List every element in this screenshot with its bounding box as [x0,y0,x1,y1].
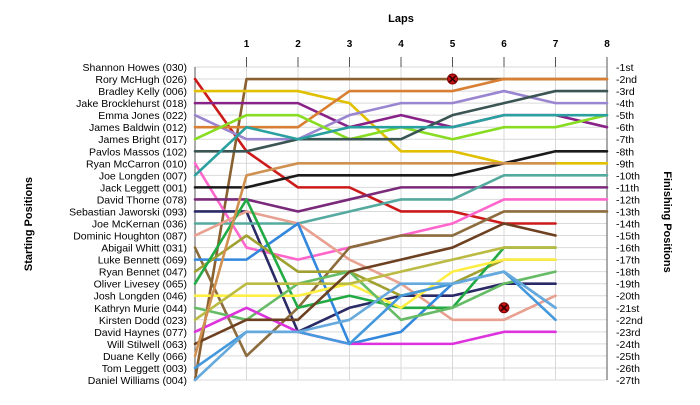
y-axis-left-label: Starting Positions [23,177,35,271]
starting-driver-label: Ryan Bennet (047) [99,267,187,279]
y-axis-right-label: Finishing Positions [661,171,673,272]
starting-driver-label: Will Stilwell (063) [107,339,187,351]
finishing-position-label: -23rd [616,327,641,339]
starting-driver-label: Sebastian Jaworski (093) [69,206,187,218]
driver-series-line [193,270,557,322]
finishing-position-label: -4th [616,98,634,110]
finishing-position-label: -26th [616,363,640,375]
driver-series-line [193,89,609,141]
lap-tick-label: 7 [553,39,559,50]
finishing-position-label: -10th [616,170,640,182]
starting-driver-label: Joe McKernan (036) [92,219,187,231]
starting-driver-label: Jake Brocklehurst (018) [76,98,187,110]
starting-driver-label: David Haynes (077) [94,327,187,339]
finishing-position-label: -3rd [616,86,635,98]
chart-title: Laps [388,13,414,25]
finishing-position-label: -5th [616,110,634,122]
finishing-position-label: -9th [616,158,634,170]
finishing-position-label: -16th [616,243,640,255]
starting-driver-label: James Baldwin (012) [89,122,187,134]
starting-driver-label: Josh Longden (046) [94,291,187,303]
finishing-position-label: -24th [616,339,640,351]
finishing-position-label: -17th [616,255,640,267]
finishing-position-label: -2nd [616,74,637,86]
finishing-position-label: -21st [616,303,639,315]
driver-series-line [193,246,557,322]
starting-driver-label: James Bright (017) [98,134,187,146]
starting-driver-label: Bradley Kelly (006) [98,86,187,98]
retirement-markers [447,73,510,314]
finishing-position-label: -19th [616,279,640,291]
finishing-position-labels: -1st-2nd-3rd-4th-5th-6th-7th-8th-9th-10t… [616,62,643,387]
starting-driver-label: Daniel Williams (004) [88,375,187,387]
finishing-position-label: -22nd [616,315,643,327]
lap-tick-label: 4 [398,39,404,50]
finishing-position-label: -14th [616,219,640,231]
series-lines [193,77,609,382]
driver-series-line [193,174,609,225]
starting-driver-label: Jack Leggett (001) [100,182,187,194]
starting-driver-label: Dominic Houghton (087) [73,231,187,243]
starting-driver-label: Rory McHugh (026) [95,74,187,86]
lap-tick-label: 8 [604,39,610,50]
driver-series-line [193,77,557,225]
starting-driver-label: Kirsten Dodd (023) [99,315,187,327]
finishing-position-label: -6th [616,122,634,134]
driver-series-line [193,234,557,298]
driver-series-line [193,77,609,129]
starting-driver-label: Ryan McCarron (010) [86,158,187,170]
starting-driver-label: Luke Bennett (069) [98,255,187,267]
driver-series-line [193,222,557,346]
finishing-position-label: -25th [616,351,640,363]
retirement-x-marker [447,73,458,85]
finishing-position-label: -7th [616,134,634,146]
starting-driver-label: Joe Longden (007) [99,170,187,182]
finishing-position-label: -20th [616,291,640,303]
finishing-position-label: -11th [616,182,639,194]
finishing-position-label: -27th [616,375,640,387]
starting-driver-label: Tom Leggett (003) [102,363,187,375]
starting-driver-label: Emma Jones (022) [98,110,187,122]
starting-driver-label: David Thorne (078) [97,194,187,206]
starting-driver-label: Oliver Livesey (065) [94,279,187,291]
driver-series-line [193,149,609,189]
driver-series-line [193,162,557,358]
starting-driver-label: Abigail Whitt (031) [101,243,187,255]
retirement-x-marker [498,302,510,314]
driver-series-line [193,210,557,322]
driver-series-line [193,270,557,382]
starting-driver-label: Shannon Howes (030) [83,62,187,74]
starting-driver-label: Kathryn Murie (044) [94,303,187,315]
finishing-position-label: -13th [616,206,640,218]
starting-grid-labels: Shannon Howes (030)Rory McHugh (026)Brad… [69,62,187,387]
driver-series-line [193,210,609,358]
driver-series-line [193,186,609,213]
finishing-position-label: -8th [616,146,634,158]
driver-series-line [193,89,609,153]
finishing-position-label: -12th [616,194,640,206]
driver-series-line [193,306,557,346]
lap-tick-label: 3 [347,39,353,50]
lap-ticks: 1 2 3 4 5 6 7 8 [244,39,610,67]
starting-driver-label: Duane Kelly (066) [103,351,187,363]
driver-series-line [193,113,609,177]
lap-tick-label: 1 [244,39,250,50]
finishing-position-label: -15th [616,231,640,243]
lap-tick-label: 5 [450,39,456,50]
lap-tick-label: 2 [295,39,301,50]
finishing-position-label: -1st [616,62,634,74]
starting-driver-label: Pavlos Massos (102) [89,146,187,158]
finishing-position-label: -18th [616,267,640,279]
lap-tick-label: 6 [501,39,507,50]
